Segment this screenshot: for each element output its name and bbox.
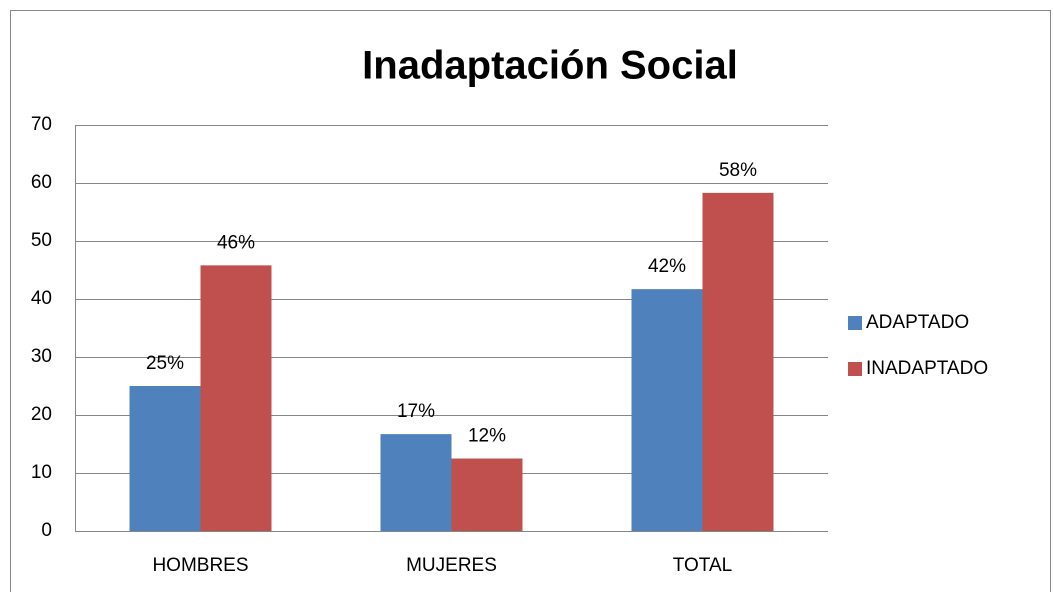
data-label: 58%	[719, 160, 757, 181]
bar	[451, 458, 523, 531]
bar	[129, 386, 201, 531]
x-tick-label: HOMBRES	[152, 555, 248, 576]
y-tick-label: 30	[31, 346, 52, 367]
y-tick-label: 0	[41, 520, 52, 541]
x-tick-label: MUJERES	[406, 555, 497, 576]
y-tick-label: 20	[31, 404, 52, 425]
data-label: 17%	[397, 401, 435, 422]
y-tick-label: 40	[31, 288, 52, 309]
data-label: 46%	[217, 232, 255, 253]
bar	[702, 192, 774, 532]
y-tick-label: 10	[31, 462, 52, 483]
x-tick-label: TOTAL	[673, 555, 732, 576]
chart-title: Inadaptación Social	[362, 44, 738, 88]
y-tick-label: 70	[31, 114, 52, 135]
y-tick-label: 60	[31, 172, 52, 193]
legend-label: INADAPTADO	[866, 358, 988, 379]
legend-swatch	[848, 362, 862, 376]
bar	[380, 434, 452, 531]
legend-swatch	[848, 316, 862, 330]
data-label: 42%	[648, 256, 686, 277]
y-tick-label: 50	[31, 230, 52, 251]
bar	[631, 289, 703, 531]
legend-label: ADAPTADO	[866, 312, 969, 333]
data-label: 25%	[146, 353, 184, 374]
bar	[200, 265, 272, 531]
data-label: 12%	[468, 426, 506, 447]
